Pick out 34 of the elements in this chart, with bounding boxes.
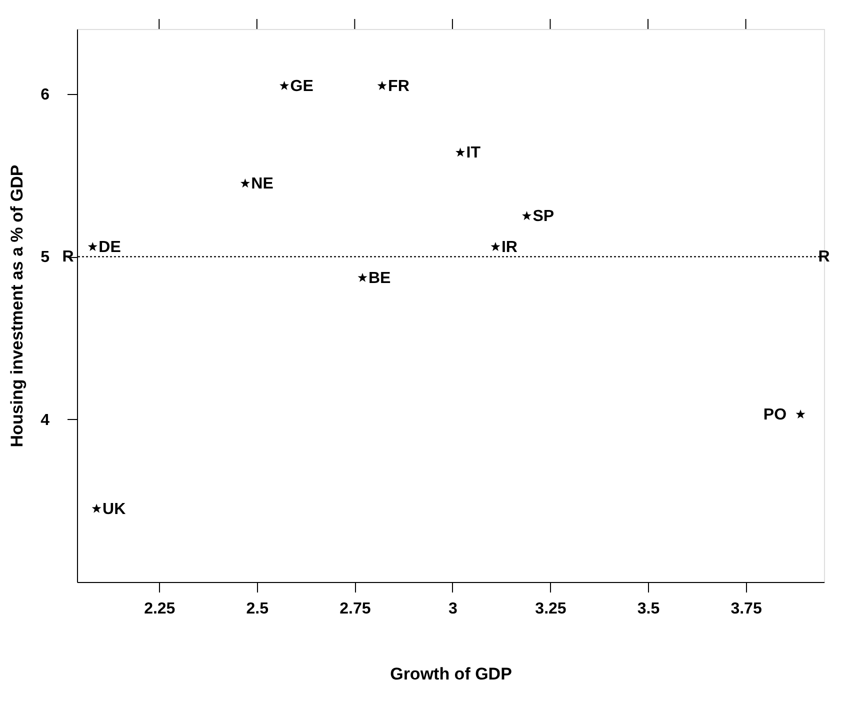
point xyxy=(358,272,368,282)
y-axis-title: Housing investment as a % of GDP xyxy=(8,164,27,448)
annotation: SP xyxy=(532,208,554,226)
point xyxy=(522,211,532,220)
point xyxy=(92,504,102,513)
annotation: NE xyxy=(251,176,274,193)
point xyxy=(240,178,250,188)
x-tick-label: 3.5 xyxy=(637,600,660,618)
annotation: PO xyxy=(763,406,787,424)
annotation: BE xyxy=(368,270,392,287)
annotation: UK xyxy=(102,500,126,518)
point xyxy=(456,148,466,157)
point xyxy=(796,409,806,419)
y-tick-label: 6 xyxy=(40,86,50,104)
point xyxy=(490,242,500,251)
point xyxy=(377,80,387,90)
y-tick-label: 5 xyxy=(40,249,50,266)
point xyxy=(280,80,290,90)
x-tick-label: 3 xyxy=(448,600,458,618)
annotation: FR xyxy=(388,78,410,95)
y-tick-label: 4 xyxy=(40,412,50,429)
x-tick-label: 3.25 xyxy=(535,600,566,618)
point xyxy=(88,242,98,251)
annotation: GE xyxy=(290,78,314,95)
x-axis-title: Growth of GDP xyxy=(390,664,512,684)
annotation: DE xyxy=(98,238,122,256)
x-tick-label: 2.5 xyxy=(246,600,269,618)
annotation: IT xyxy=(466,144,481,162)
x-tick-label: 2.75 xyxy=(340,600,371,618)
ref-line-label: R xyxy=(818,248,830,266)
x-tick-label: 3.75 xyxy=(730,600,762,618)
text: R xyxy=(62,248,74,266)
annotation: IR xyxy=(501,238,518,256)
x-tick-label: 2.25 xyxy=(144,600,176,618)
